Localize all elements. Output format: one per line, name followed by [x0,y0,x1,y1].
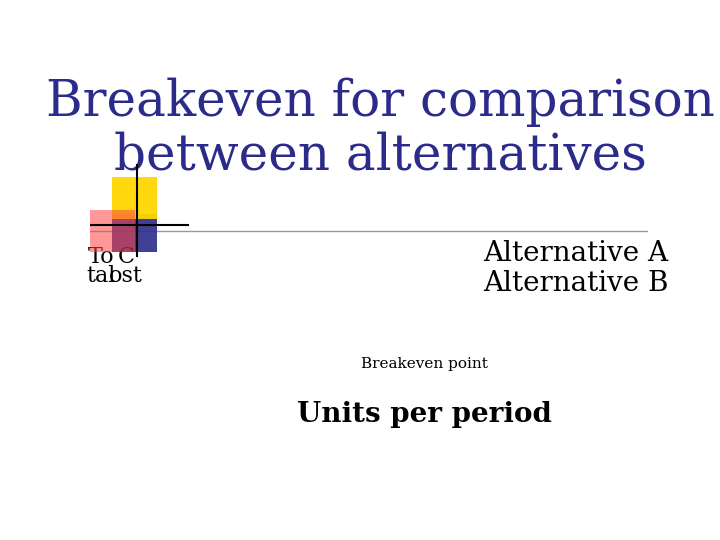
Bar [90,210,135,252]
Text: Units per period: Units per period [297,401,552,428]
Bar [112,214,157,252]
Text: Alternative A: Alternative A [483,240,668,267]
Text: Breakeven point: Breakeven point [361,357,488,371]
Bar [112,177,157,219]
Text: C
ost: C ost [109,246,143,287]
Text: Breakeven for comparison
between alternatives: Breakeven for comparison between alterna… [46,77,714,180]
Text: Alternative B: Alternative B [482,269,668,296]
Text: To
tal: To tal [86,246,116,287]
